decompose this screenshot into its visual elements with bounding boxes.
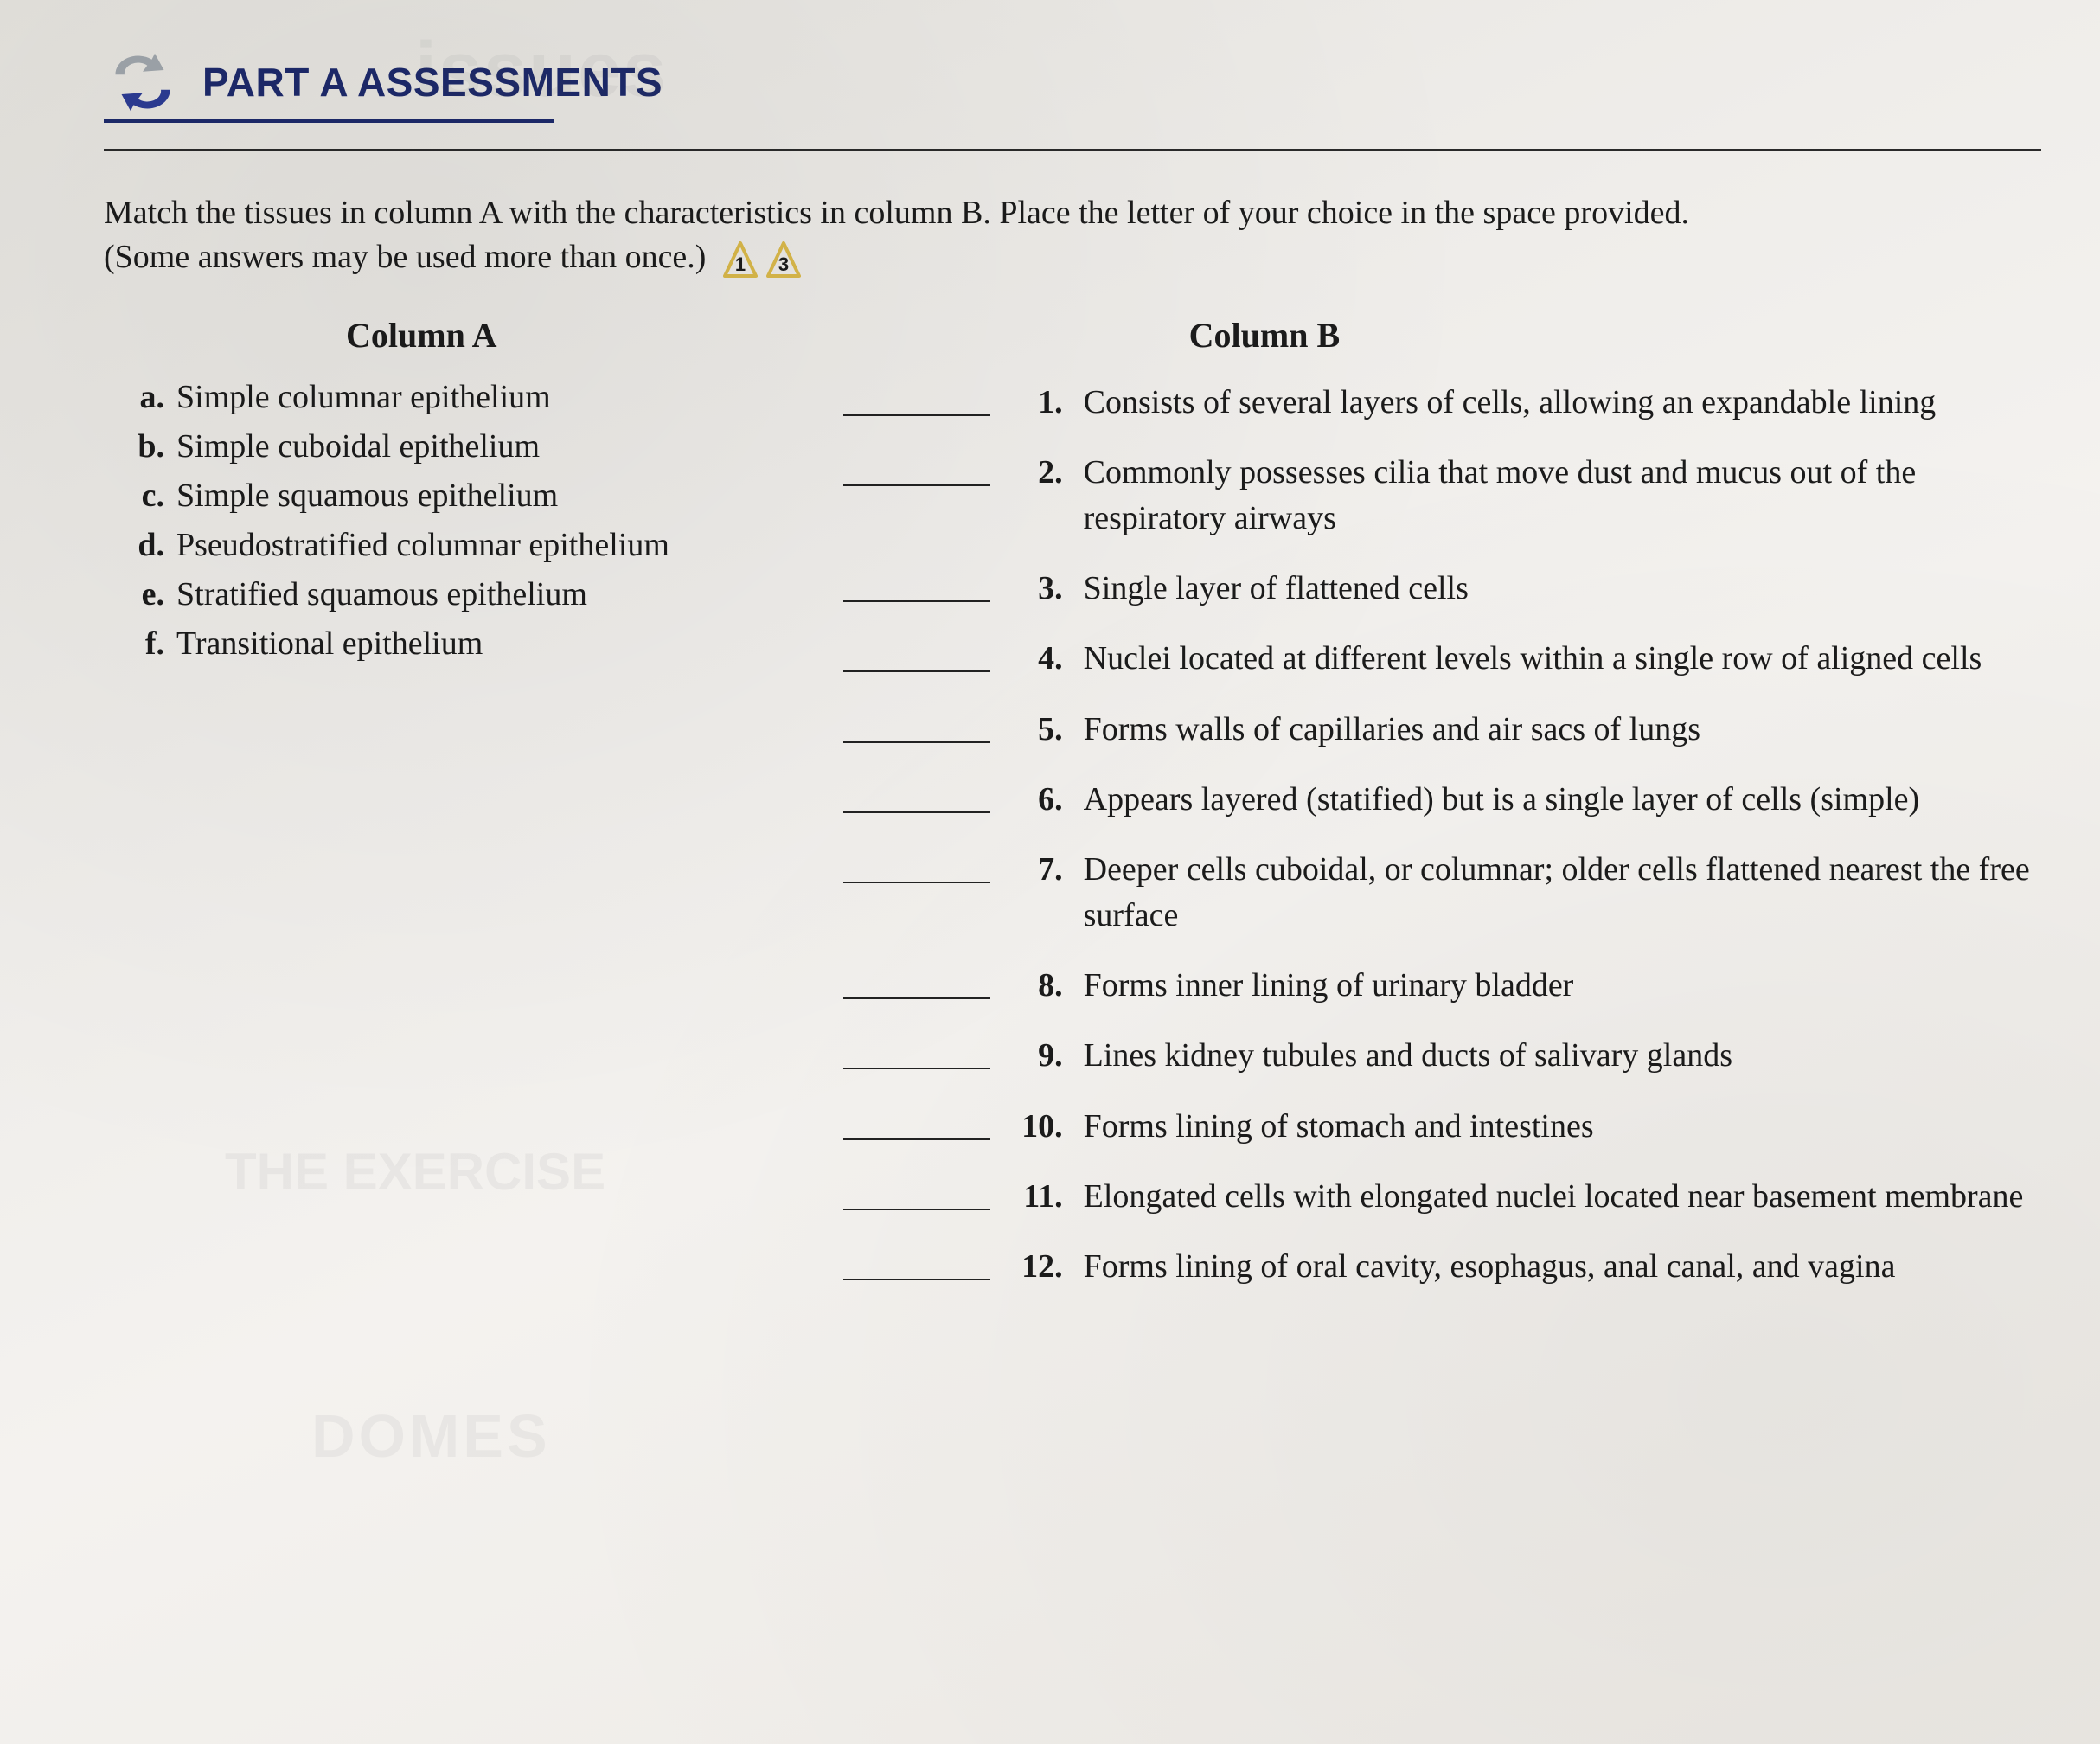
item-letter: a.	[121, 373, 164, 422]
item-text: Simple columnar epithelium	[176, 373, 551, 422]
item-number: 11.	[1011, 1174, 1063, 1220]
header-row: PART A ASSESSMENTS	[104, 52, 2048, 112]
item-letter: e.	[121, 570, 164, 619]
list-item: 3. Single layer of flattened cells	[843, 566, 2048, 612]
answer-blank[interactable]	[843, 571, 990, 602]
instructions-line-1: Match the tissues in column A with the c…	[104, 195, 1689, 231]
item-text: Forms inner lining of urinary bladder	[1084, 963, 2035, 1009]
list-item: 4. Nuclei located at different levels wit…	[843, 636, 2048, 682]
item-text: Consists of several layers of cells, all…	[1084, 380, 2035, 426]
item-text: Deeper cells cuboidal, or columnar; olde…	[1084, 847, 2035, 939]
title-underline	[104, 119, 554, 123]
list-item: 8. Forms inner lining of urinary bladder	[843, 963, 2048, 1009]
list-item: 10. Forms lining of stomach and intestine…	[843, 1104, 2048, 1150]
item-text: Pseudostratified columnar epithelium	[176, 521, 669, 570]
warning-triangle-icon: 1	[723, 241, 758, 279]
item-number: 1.	[1011, 380, 1063, 426]
item-letter: f.	[121, 619, 164, 669]
answer-blank[interactable]	[843, 852, 990, 883]
answer-blank[interactable]	[843, 1249, 990, 1280]
item-number: 7.	[1011, 847, 1063, 893]
list-item: 6. Appears layered (statified) but is a s…	[843, 777, 2048, 823]
recycle-arrows-icon	[104, 52, 182, 112]
item-number: 6.	[1011, 777, 1063, 823]
answer-blank[interactable]	[843, 1109, 990, 1140]
item-number: 5.	[1011, 707, 1063, 753]
item-text: Simple cuboidal epithelium	[176, 422, 540, 471]
answer-blank[interactable]	[843, 968, 990, 999]
list-item: 5. Forms walls of capillaries and air sac…	[843, 707, 2048, 753]
item-text: Commonly possesses cilia that move dust …	[1084, 450, 2035, 542]
two-column-layout: Column A a.Simple columnar epithelium b.…	[121, 315, 2048, 1315]
list-item: 12. Forms lining of oral cavity, esophagu…	[843, 1244, 2048, 1290]
item-number: 9.	[1011, 1033, 1063, 1079]
instructions: Match the tissues in column A with the c…	[104, 191, 2007, 280]
answer-blank[interactable]	[843, 1179, 990, 1210]
answer-blank[interactable]	[843, 641, 990, 672]
answer-blank[interactable]	[843, 782, 990, 813]
item-letter: c.	[121, 471, 164, 521]
item-text: Transitional epithelium	[176, 619, 483, 669]
list-item: 7. Deeper cells cuboidal, or columnar; ol…	[843, 847, 2048, 939]
item-number: 8.	[1011, 963, 1063, 1009]
column-a: Column A a.Simple columnar epithelium b.…	[121, 315, 817, 669]
item-number: 3.	[1011, 566, 1063, 612]
list-item: d.Pseudostratified columnar epithelium	[121, 521, 817, 570]
ghost-text: DOMES	[311, 1401, 551, 1471]
item-number: 10.	[1011, 1104, 1063, 1150]
item-text: Forms lining of stomach and intestines	[1084, 1104, 2035, 1150]
item-text: Elongated cells with elongated nuclei lo…	[1084, 1174, 2035, 1220]
item-text: Forms walls of capillaries and air sacs …	[1084, 707, 2035, 753]
answer-blank[interactable]	[843, 385, 990, 416]
item-text: Appears layered (statified) but is a sin…	[1084, 777, 2035, 823]
list-item: 1. Consists of several layers of cells, a…	[843, 380, 2048, 426]
badge-number: 3	[778, 253, 789, 275]
column-b: Column B 1. Consists of several layers of…	[843, 315, 2048, 1315]
column-a-heading: Column A	[346, 315, 817, 356]
list-item: f.Transitional epithelium	[121, 619, 817, 669]
section-title: PART A ASSESSMENTS	[202, 59, 663, 106]
item-number: 4.	[1011, 636, 1063, 682]
answer-blank[interactable]	[843, 1038, 990, 1069]
item-text: Nuclei located at different levels withi…	[1084, 636, 2035, 682]
column-a-list: a.Simple columnar epithelium b.Simple cu…	[121, 373, 817, 669]
item-text: Stratified squamous epithelium	[176, 570, 587, 619]
warning-badges: 1 3	[723, 241, 801, 279]
answer-blank[interactable]	[843, 455, 990, 486]
item-text: Single layer of flattened cells	[1084, 566, 2035, 612]
badge-number: 1	[735, 253, 746, 275]
list-item: b.Simple cuboidal epithelium	[121, 422, 817, 471]
list-item: 2. Commonly possesses cilia that move dus…	[843, 450, 2048, 542]
horizontal-rule	[104, 149, 2041, 151]
item-number: 2.	[1011, 450, 1063, 496]
list-item: e.Stratified squamous epithelium	[121, 570, 817, 619]
list-item: 9. Lines kidney tubules and ducts of sali…	[843, 1033, 2048, 1079]
instructions-line-2: (Some answers may be used more than once…	[104, 239, 706, 275]
worksheet-page: issues THE EXERCISE DOMES PART A ASSESSM…	[0, 0, 2100, 1744]
item-number: 12.	[1011, 1244, 1063, 1290]
warning-triangle-icon: 3	[766, 241, 801, 279]
item-text: Forms lining of oral cavity, esophagus, …	[1084, 1244, 2035, 1290]
item-letter: b.	[121, 422, 164, 471]
column-b-heading: Column B	[1189, 315, 2048, 356]
item-letter: d.	[121, 521, 164, 570]
list-item: 11. Elongated cells with elongated nuclei…	[843, 1174, 2048, 1220]
column-b-list: 1. Consists of several layers of cells, a…	[843, 380, 2048, 1291]
list-item: a.Simple columnar epithelium	[121, 373, 817, 422]
item-text: Lines kidney tubules and ducts of saliva…	[1084, 1033, 2035, 1079]
list-item: c.Simple squamous epithelium	[121, 471, 817, 521]
answer-blank[interactable]	[843, 712, 990, 743]
item-text: Simple squamous epithelium	[176, 471, 558, 521]
